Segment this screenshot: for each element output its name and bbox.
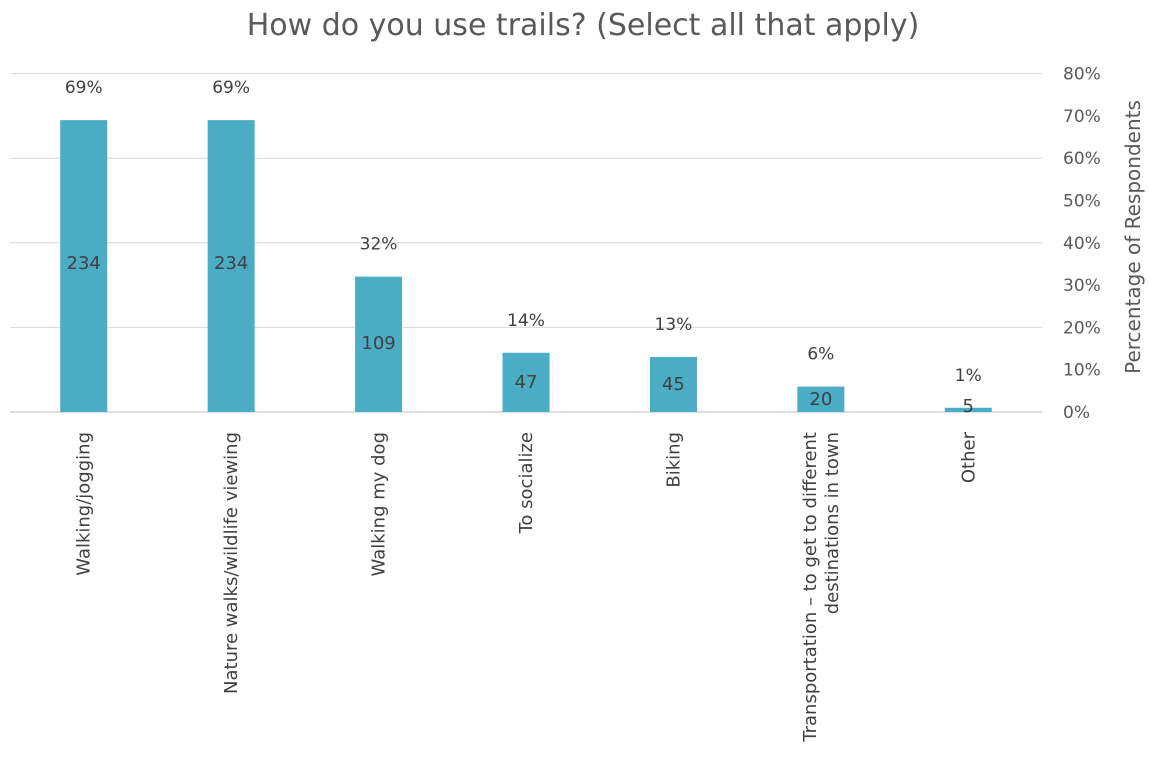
y-axis-title: Percentage of Respondents — [1121, 100, 1145, 374]
y-tick-label: 10% — [1063, 361, 1101, 381]
y-tick-label: 30% — [1063, 276, 1101, 296]
percent-label: 32% — [360, 235, 398, 255]
bar — [60, 120, 108, 412]
y-tick-label: 0% — [1063, 403, 1090, 423]
count-label: 234 — [214, 253, 248, 274]
count-label: 20 — [809, 389, 832, 410]
category-label: destinations in town — [822, 432, 843, 614]
category-label: Biking — [663, 432, 684, 488]
percent-label: 69% — [212, 78, 250, 98]
percent-label: 1% — [955, 366, 982, 386]
category-label: To socialize — [516, 432, 537, 535]
category-label: Other — [958, 431, 979, 483]
bars — [60, 120, 992, 412]
percent-label: 69% — [65, 78, 103, 98]
y-tick-label: 50% — [1063, 192, 1101, 212]
y-tick-label: 80% — [1063, 65, 1101, 85]
percent-label: 14% — [507, 311, 545, 331]
bar — [207, 120, 255, 412]
data-labels: 69% 234 69% 234 32% 109 14% 47 13% 45 6% 20 1% 5 — [65, 78, 982, 417]
gridlines — [10, 73, 1042, 413]
category-label: Walking my dog — [369, 432, 390, 576]
category-label: Nature walks/wildlife viewing — [221, 432, 242, 694]
chart-title: How do you use trails? (Select all that … — [247, 8, 920, 43]
bar — [797, 386, 845, 412]
percent-label: 6% — [807, 345, 834, 365]
bar — [355, 276, 403, 412]
bar — [649, 357, 697, 412]
y-tick-label: 40% — [1063, 234, 1101, 254]
count-label: 45 — [662, 374, 685, 395]
y-tick-label: 60% — [1063, 149, 1101, 169]
category-label: Walking/jogging — [74, 432, 95, 576]
category-label: Transportation – to get to different — [800, 432, 821, 743]
count-label: 47 — [515, 372, 538, 393]
count-label: 5 — [963, 396, 974, 417]
y-tick-label: 20% — [1063, 318, 1101, 338]
bar — [502, 352, 550, 412]
y-axis-tick-labels: 0% 10% 20% 30% 40% 50% 60% 70% 80% — [1063, 65, 1101, 423]
percent-label: 13% — [655, 315, 693, 335]
count-label: 109 — [361, 333, 395, 354]
bar — [944, 407, 992, 412]
count-label: 234 — [67, 253, 101, 274]
y-tick-label: 70% — [1063, 107, 1101, 127]
x-axis-category-labels: Walking/jogging Nature walks/wildlife vie… — [74, 431, 980, 742]
